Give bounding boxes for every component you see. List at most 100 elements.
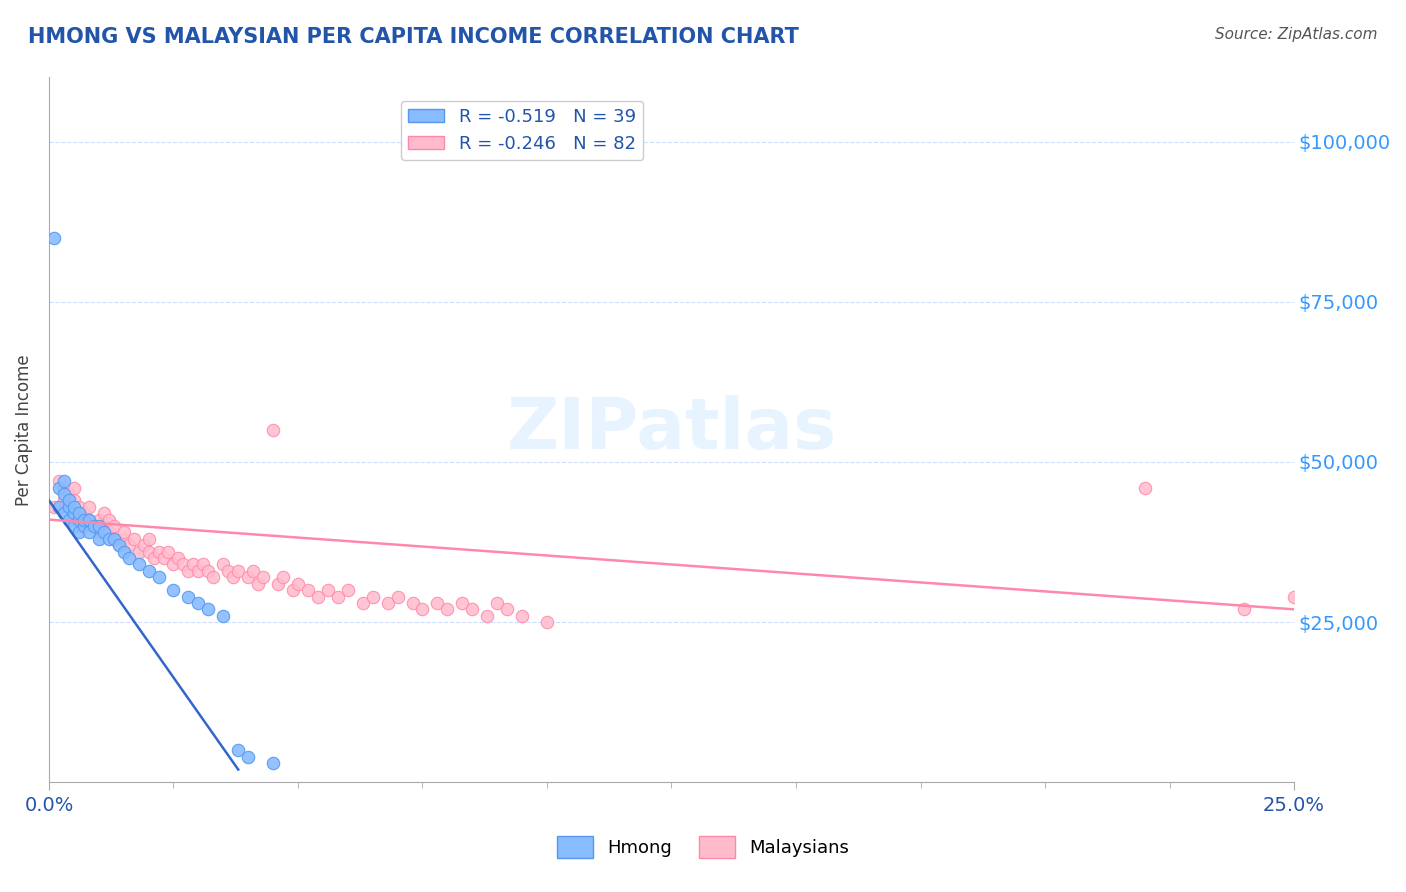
- Point: [97, 532, 120, 546]
- Point: [496, 602, 519, 616]
- Point: [401, 596, 423, 610]
- Point: [477, 608, 499, 623]
- Point: [58, 513, 80, 527]
- Text: ZIPatlas: ZIPatlas: [506, 395, 837, 465]
- Point: [67, 513, 90, 527]
- Point: [226, 564, 249, 578]
- Point: [252, 570, 274, 584]
- Legend: Hmong, Malaysians: Hmong, Malaysians: [550, 829, 856, 865]
- Point: [103, 532, 125, 546]
- Point: [63, 493, 86, 508]
- Point: [77, 513, 100, 527]
- Point: [67, 500, 90, 514]
- Point: [316, 583, 339, 598]
- Point: [536, 615, 558, 629]
- Point: [148, 544, 170, 558]
- Point: [162, 583, 184, 598]
- Point: [436, 602, 458, 616]
- Point: [77, 525, 100, 540]
- Point: [152, 551, 174, 566]
- Point: [1233, 602, 1256, 616]
- Point: [87, 525, 110, 540]
- Point: [138, 532, 160, 546]
- Point: [217, 564, 239, 578]
- Point: [67, 525, 90, 540]
- Point: [73, 506, 96, 520]
- Point: [52, 506, 75, 520]
- Point: [73, 513, 96, 527]
- Point: [87, 532, 110, 546]
- Text: Source: ZipAtlas.com: Source: ZipAtlas.com: [1215, 27, 1378, 42]
- Point: [67, 513, 90, 527]
- Point: [307, 590, 329, 604]
- Point: [352, 596, 374, 610]
- Point: [103, 519, 125, 533]
- Point: [48, 500, 70, 514]
- Point: [177, 590, 200, 604]
- Point: [212, 608, 235, 623]
- Point: [63, 519, 86, 533]
- Point: [97, 513, 120, 527]
- Point: [212, 558, 235, 572]
- Point: [87, 513, 110, 527]
- Point: [167, 551, 190, 566]
- Point: [52, 481, 75, 495]
- Point: [63, 506, 86, 520]
- Point: [387, 590, 409, 604]
- Point: [187, 596, 209, 610]
- Point: [58, 493, 80, 508]
- Point: [271, 570, 294, 584]
- Point: [58, 500, 80, 514]
- Point: [73, 519, 96, 533]
- Point: [226, 743, 249, 757]
- Point: [107, 538, 129, 552]
- Point: [93, 506, 115, 520]
- Point: [238, 749, 260, 764]
- Point: [132, 538, 155, 552]
- Point: [63, 500, 86, 514]
- Point: [128, 544, 150, 558]
- Point: [48, 474, 70, 488]
- Point: [83, 519, 105, 533]
- Point: [281, 583, 304, 598]
- Point: [107, 538, 129, 552]
- Point: [287, 576, 309, 591]
- Point: [63, 506, 86, 520]
- Point: [510, 608, 533, 623]
- Y-axis label: Per Capita Income: Per Capita Income: [15, 354, 32, 506]
- Point: [63, 481, 86, 495]
- Point: [122, 532, 145, 546]
- Point: [1282, 590, 1305, 604]
- Point: [52, 487, 75, 501]
- Point: [267, 576, 290, 591]
- Point: [83, 519, 105, 533]
- Point: [172, 558, 194, 572]
- Point: [326, 590, 349, 604]
- Point: [193, 558, 215, 572]
- Point: [187, 564, 209, 578]
- Point: [118, 551, 141, 566]
- Point: [103, 532, 125, 546]
- Point: [73, 519, 96, 533]
- Point: [77, 513, 100, 527]
- Point: [93, 525, 115, 540]
- Point: [461, 602, 484, 616]
- Point: [52, 493, 75, 508]
- Point: [1133, 481, 1156, 495]
- Point: [42, 500, 65, 514]
- Point: [242, 564, 264, 578]
- Point: [262, 756, 284, 771]
- Point: [426, 596, 449, 610]
- Text: HMONG VS MALAYSIAN PER CAPITA INCOME CORRELATION CHART: HMONG VS MALAYSIAN PER CAPITA INCOME COR…: [28, 27, 799, 46]
- Point: [112, 544, 135, 558]
- Point: [297, 583, 319, 598]
- Legend: R = -0.519   N = 39, R = -0.246   N = 82: R = -0.519 N = 39, R = -0.246 N = 82: [401, 101, 643, 160]
- Point: [97, 525, 120, 540]
- Point: [52, 474, 75, 488]
- Point: [486, 596, 509, 610]
- Point: [142, 551, 165, 566]
- Point: [262, 423, 284, 437]
- Point: [197, 602, 219, 616]
- Point: [138, 544, 160, 558]
- Point: [451, 596, 474, 610]
